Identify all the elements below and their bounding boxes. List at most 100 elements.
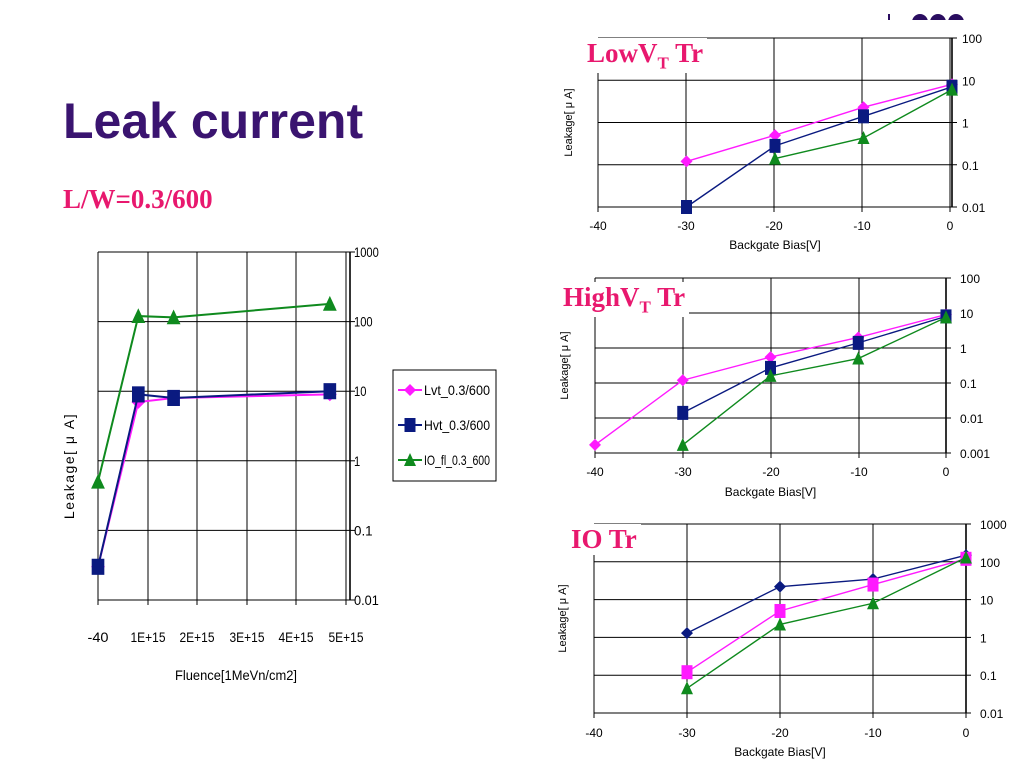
legend-marker xyxy=(404,418,416,432)
highvt-data-point xyxy=(765,360,776,375)
io-y-tick-label: 100 xyxy=(980,556,1000,570)
legend-label: IO_fl_0.3_600 xyxy=(424,452,490,468)
lowvt-data-point xyxy=(680,155,693,168)
highvt-data-point xyxy=(764,368,777,382)
io-x-tick-label: -30 xyxy=(678,726,696,740)
legend-marker xyxy=(404,384,416,396)
fluence-data-point xyxy=(91,473,105,489)
fluence-x-tick-label: 1E+15 xyxy=(131,629,166,645)
lowvt-data-point xyxy=(769,129,781,142)
fluence-x-tick-label: -40 xyxy=(88,629,109,645)
fluence-x-tick-label: 3E+15 xyxy=(230,629,265,645)
io-data-point xyxy=(867,596,879,610)
highvt-data-point xyxy=(676,437,689,451)
lowvt-x-tick-label: -10 xyxy=(853,219,871,233)
io-x-tick-label: -40 xyxy=(585,726,603,740)
io-data-point xyxy=(774,603,786,618)
fluence-y-tick-label: 100 xyxy=(354,314,373,330)
lowvt-data-point xyxy=(681,200,692,214)
fluence-data-point xyxy=(166,309,181,325)
fluence-y-tick-label: 0.1 xyxy=(354,522,373,538)
io-data-point xyxy=(681,681,693,695)
io-series-line xyxy=(686,558,967,673)
lowvt-x-tick-label: -30 xyxy=(677,219,695,233)
highvt-y-tick-label: 100 xyxy=(960,272,980,286)
lowvt-x-tick-label: -40 xyxy=(589,219,607,233)
lowvt-y-axis-label: Leakage[ μ A] xyxy=(563,88,575,156)
highvt-x-tick-label: 0 xyxy=(943,465,950,479)
highvt-x-tick-label: -40 xyxy=(586,465,604,479)
lowvt-data-point xyxy=(858,109,869,124)
highvt-data-point xyxy=(852,335,864,350)
lowvt-data-point xyxy=(769,151,781,165)
io-series-line xyxy=(686,556,967,689)
highvt-y-tick-label: 0.001 xyxy=(960,447,990,461)
highvt-x-tick-label: -10 xyxy=(850,465,868,479)
highvt-data-point xyxy=(764,351,777,364)
fluence-data-point xyxy=(167,389,180,406)
io-data-point xyxy=(681,627,693,640)
io-data-point xyxy=(774,580,786,593)
slide-title: Leak current xyxy=(63,93,364,149)
fluence-data-point xyxy=(131,386,145,403)
lowvt-y-tick-label: 10 xyxy=(962,74,976,88)
highvt-x-tick-label: -20 xyxy=(762,465,780,479)
io-x-axis-label: Backgate Bias[V] xyxy=(734,745,825,759)
lowvt-x-axis-label: Backgate Bias[V] xyxy=(729,238,820,252)
fluence-y-tick-label: 10 xyxy=(354,383,367,399)
lowvt-chart-title: LowVT Tr xyxy=(583,38,708,74)
lowvt-y-tick-label: 100 xyxy=(962,32,982,46)
slide-subtitle: L/W=0.3/600 xyxy=(63,184,213,214)
io-y-tick-label: 1000 xyxy=(980,518,1007,532)
highvt-data-point xyxy=(940,310,952,324)
fluence-y-tick-label: 1000 xyxy=(354,244,379,260)
io-chart-title: IO Tr xyxy=(567,524,641,555)
io-y-tick-label: 0.1 xyxy=(980,669,997,683)
highvt-y-tick-label: 1 xyxy=(960,342,967,356)
fluence-series-line xyxy=(97,390,330,568)
fluence-x-tick-label: 4E+15 xyxy=(279,629,314,645)
highvt-data-point xyxy=(852,351,865,365)
fluence-series-line xyxy=(97,302,330,482)
lowvt-x-tick-label: -20 xyxy=(765,219,783,233)
fluence-y-axis-label: Leakage[ μ A] xyxy=(61,413,77,519)
highvt-data-point xyxy=(677,405,689,420)
lowvt-series-line xyxy=(686,83,953,163)
io-x-tick-label: -10 xyxy=(864,726,882,740)
highvt-x-tick-label: -30 xyxy=(674,465,692,479)
highvt-x-axis-label: Backgate Bias[V] xyxy=(725,485,816,499)
lowvt-series-line xyxy=(686,86,953,208)
lowvt-y-tick-label: 0.01 xyxy=(962,201,986,215)
io-y-tick-label: 1 xyxy=(980,631,987,645)
highvt-data-point xyxy=(589,438,601,451)
io-y-tick-label: 0.01 xyxy=(980,707,1004,721)
legend-label: Hvt_0.3/600 xyxy=(424,417,490,433)
highvt-y-axis-label: Leakage[ μ A] xyxy=(559,331,571,399)
io-data-point xyxy=(867,577,879,592)
legend-marker xyxy=(404,453,416,466)
highvt-y-tick-label: 0.1 xyxy=(960,377,977,391)
corner-decoration xyxy=(888,14,964,20)
fluence-x-axis-label: Fluence[1MeVn/cm2] xyxy=(175,667,297,683)
io-y-axis-label: Leakage[ μ A] xyxy=(557,584,569,652)
lowvt-y-tick-label: 0.1 xyxy=(962,159,979,173)
legend-label: Lvt_0.3/600 xyxy=(424,382,490,398)
io-x-tick-label: -20 xyxy=(771,726,789,740)
fluence-y-tick-label: 1 xyxy=(354,453,360,469)
fluence-x-tick-label: 2E+15 xyxy=(180,629,215,645)
io-data-point xyxy=(774,617,786,631)
lowvt-y-tick-label: 1 xyxy=(962,117,969,131)
highvt-chart-title: HighVT Tr xyxy=(559,282,690,318)
highvt-series-line xyxy=(682,315,947,414)
highvt-data-point xyxy=(676,374,689,387)
io-series-line xyxy=(686,554,967,634)
io-y-tick-label: 10 xyxy=(980,594,994,608)
fluence-x-tick-label: 5E+15 xyxy=(329,629,364,645)
io-data-point xyxy=(681,665,693,680)
lowvt-data-point xyxy=(857,130,870,144)
fluence-data-point xyxy=(91,558,105,575)
lowvt-data-point xyxy=(769,138,781,153)
lowvt-series-line xyxy=(774,89,953,160)
fluence-data-point xyxy=(131,308,146,323)
